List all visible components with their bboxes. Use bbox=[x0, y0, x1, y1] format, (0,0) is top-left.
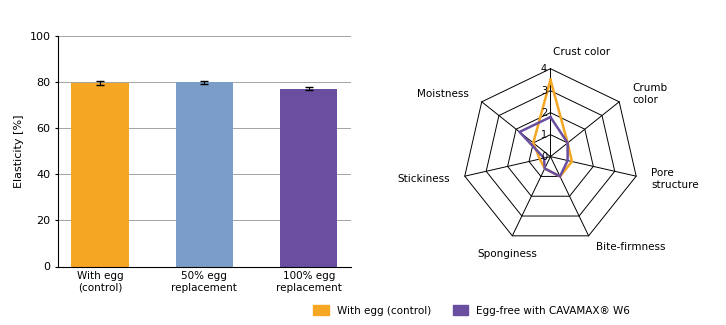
Y-axis label: Elasticity [%]: Elasticity [%] bbox=[14, 114, 24, 188]
Text: Bite-firmness: Bite-firmness bbox=[596, 242, 666, 252]
Bar bbox=[71, 83, 129, 266]
Text: Stickiness: Stickiness bbox=[397, 174, 449, 184]
Legend: With egg (control), Egg-free with CAVAMAX® W6: With egg (control), Egg-free with CAVAMA… bbox=[309, 301, 635, 320]
Text: Crust color: Crust color bbox=[552, 46, 610, 57]
Text: Moistness: Moistness bbox=[417, 89, 469, 99]
Text: 0: 0 bbox=[541, 152, 547, 162]
Text: Texture and Sensory Profile of Egg-Free Cake with α-Cyclodextrin vs. Control: Texture and Sensory Profile of Egg-Free … bbox=[45, 9, 681, 25]
Bar bbox=[176, 82, 233, 266]
Text: Pore
structure: Pore structure bbox=[651, 168, 699, 190]
Text: Crumb
color: Crumb color bbox=[632, 84, 667, 105]
Text: 1: 1 bbox=[541, 130, 547, 140]
Text: 3: 3 bbox=[541, 86, 547, 96]
Text: 4: 4 bbox=[541, 64, 547, 74]
Text: Sponginess: Sponginess bbox=[477, 249, 537, 259]
Text: 2: 2 bbox=[541, 108, 547, 118]
Bar bbox=[280, 89, 338, 266]
